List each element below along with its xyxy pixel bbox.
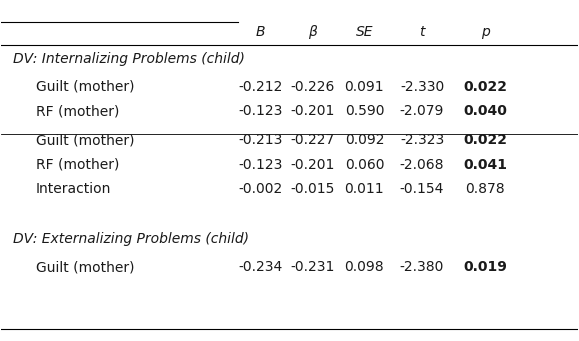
Text: -0.002: -0.002 bbox=[239, 182, 283, 196]
Text: 0.060: 0.060 bbox=[345, 158, 384, 172]
Text: Interaction: Interaction bbox=[36, 182, 111, 196]
Text: -0.227: -0.227 bbox=[291, 133, 335, 147]
Text: 0.041: 0.041 bbox=[463, 158, 507, 172]
Text: -0.213: -0.213 bbox=[239, 133, 283, 147]
Text: Guilt (mother): Guilt (mother) bbox=[36, 133, 134, 147]
Text: -2.330: -2.330 bbox=[400, 80, 444, 94]
Text: 0.019: 0.019 bbox=[463, 260, 507, 274]
Text: -2.079: -2.079 bbox=[400, 104, 444, 118]
Text: B: B bbox=[256, 25, 265, 39]
Text: -2.380: -2.380 bbox=[400, 260, 444, 274]
Text: -0.123: -0.123 bbox=[239, 158, 283, 172]
Text: RF (mother): RF (mother) bbox=[36, 104, 119, 118]
Text: t: t bbox=[419, 25, 425, 39]
Text: -0.201: -0.201 bbox=[290, 158, 335, 172]
Text: 0.040: 0.040 bbox=[463, 104, 507, 118]
Text: 0.092: 0.092 bbox=[345, 133, 384, 147]
Text: Guilt (mother): Guilt (mother) bbox=[36, 260, 134, 274]
Text: p: p bbox=[481, 25, 490, 39]
Text: -0.234: -0.234 bbox=[239, 260, 283, 274]
Text: 0.022: 0.022 bbox=[463, 133, 507, 147]
Text: 0.091: 0.091 bbox=[345, 80, 384, 94]
Text: 0.878: 0.878 bbox=[466, 182, 505, 196]
Text: β: β bbox=[308, 25, 317, 39]
Text: RF (mother): RF (mother) bbox=[36, 158, 119, 172]
Text: 0.098: 0.098 bbox=[345, 260, 384, 274]
Text: Guilt (mother): Guilt (mother) bbox=[36, 80, 134, 94]
Text: -2.323: -2.323 bbox=[400, 133, 444, 147]
Text: 0.022: 0.022 bbox=[463, 80, 507, 94]
Text: -0.231: -0.231 bbox=[290, 260, 335, 274]
Text: -0.123: -0.123 bbox=[239, 104, 283, 118]
Text: -0.201: -0.201 bbox=[290, 104, 335, 118]
Text: -0.226: -0.226 bbox=[290, 80, 335, 94]
Text: DV: Externalizing Problems (child): DV: Externalizing Problems (child) bbox=[13, 232, 249, 246]
Text: -0.212: -0.212 bbox=[239, 80, 283, 94]
Text: DV: Internalizing Problems (child): DV: Internalizing Problems (child) bbox=[13, 52, 245, 66]
Text: -0.154: -0.154 bbox=[400, 182, 444, 196]
Text: 0.590: 0.590 bbox=[345, 104, 384, 118]
Text: -0.015: -0.015 bbox=[290, 182, 335, 196]
Text: 0.011: 0.011 bbox=[345, 182, 384, 196]
Text: SE: SE bbox=[356, 25, 373, 39]
Text: -2.068: -2.068 bbox=[400, 158, 444, 172]
